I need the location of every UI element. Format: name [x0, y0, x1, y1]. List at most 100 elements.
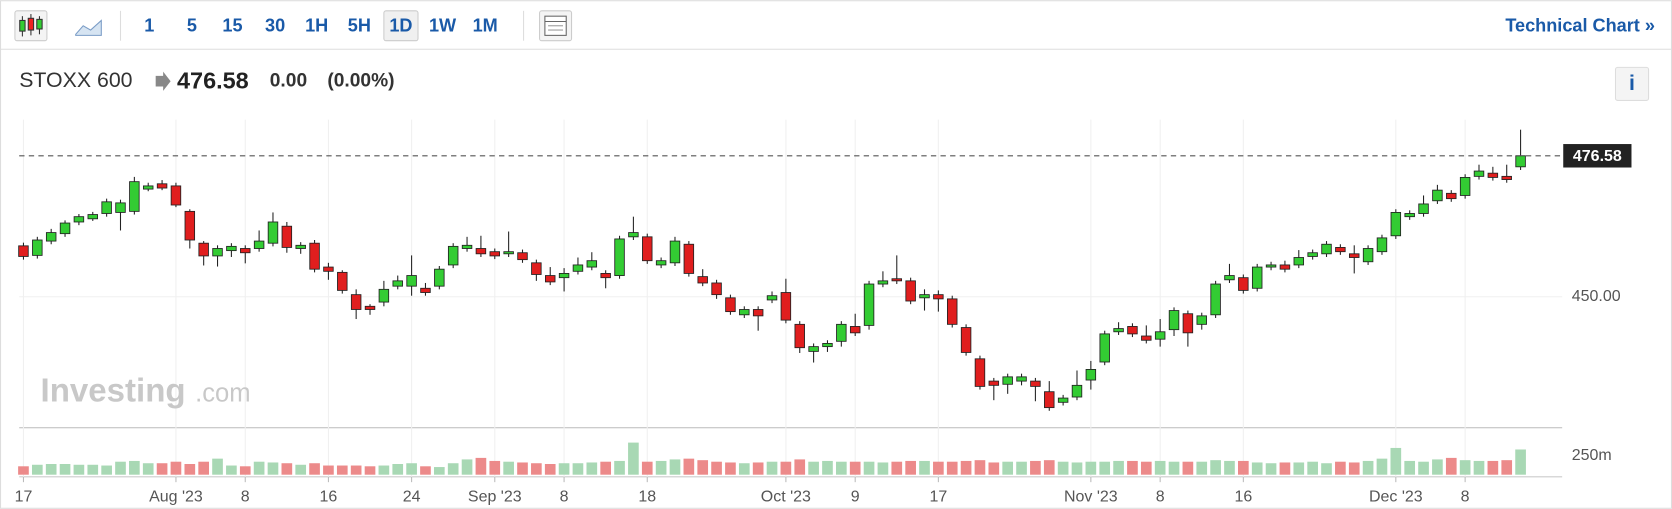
candle-body	[295, 244, 306, 249]
candle-body	[1390, 212, 1402, 237]
volume-bar	[364, 466, 376, 475]
candle-body	[544, 275, 556, 283]
candle-body	[988, 380, 1000, 386]
unchanged-arrow	[155, 71, 171, 91]
volume-bar	[752, 462, 764, 475]
candle-type-button[interactable]	[14, 10, 48, 42]
button-box	[1614, 66, 1650, 101]
table-button[interactable]	[539, 10, 573, 42]
candle-body	[364, 305, 376, 310]
volume-bar	[239, 466, 251, 475]
volume-bar	[336, 465, 348, 475]
candle-body	[891, 278, 903, 282]
candle-body	[669, 240, 681, 264]
candle-body	[1362, 248, 1374, 263]
volume-bar	[863, 461, 875, 475]
volume-bar	[1182, 461, 1194, 475]
volume-bar	[1085, 461, 1097, 475]
candle-body	[863, 283, 875, 326]
candle-body	[614, 238, 625, 276]
candle-body	[586, 260, 598, 268]
volume-bar	[919, 460, 930, 475]
technical-chart-link[interactable]: Technical Chart »	[1505, 16, 1655, 36]
volume-bar	[1196, 461, 1208, 475]
x-tick-label: 8	[241, 488, 250, 505]
interval-button[interactable]: 30	[265, 16, 285, 36]
volume-bar	[572, 463, 584, 475]
volume-bar	[1043, 460, 1055, 475]
interval-button[interactable]: 15	[222, 16, 242, 36]
candle-body	[184, 210, 196, 241]
interval-button[interactable]: 1	[144, 16, 154, 36]
volume-bar	[489, 460, 501, 475]
volume-bar	[503, 461, 514, 475]
candle-body	[378, 288, 390, 303]
volume-bar	[129, 460, 140, 475]
interval-button[interactable]: 5	[187, 16, 197, 36]
candle-body	[1057, 397, 1069, 403]
volume-bar	[933, 461, 944, 475]
interval-button[interactable]: 1D	[389, 16, 412, 36]
volume-bar	[1154, 460, 1166, 475]
candle-body	[572, 264, 584, 272]
volume-bar	[960, 460, 972, 475]
candle-body	[808, 346, 819, 352]
icon	[75, 19, 102, 36]
volume-bar	[1279, 462, 1291, 475]
candle-body	[1085, 369, 1097, 381]
candle-body	[642, 236, 653, 262]
active-interval-box	[383, 10, 419, 42]
volume-bar	[1418, 461, 1429, 475]
last-price-label: 476.58	[1573, 148, 1622, 165]
volume-bar	[1321, 463, 1332, 475]
volume-bar	[558, 463, 570, 475]
interval-button[interactable]: 1W	[429, 16, 457, 36]
volume-bar	[1224, 460, 1235, 475]
candle-body	[115, 202, 126, 213]
icon	[27, 17, 35, 31]
volume-bar	[1376, 458, 1388, 475]
candle-body	[628, 232, 639, 238]
interval-button[interactable]: 1H	[305, 16, 328, 36]
volume-bar	[1265, 463, 1277, 475]
volume-bar	[198, 461, 209, 475]
volume-bar	[1057, 461, 1069, 475]
volume-bar	[170, 461, 182, 475]
x-tick-label: 16	[1234, 488, 1252, 505]
candle-body	[947, 298, 958, 325]
candle-body	[752, 309, 764, 317]
volume-bar	[461, 459, 473, 475]
candle-body	[309, 242, 320, 270]
price-change-percent: (0.00%)	[327, 70, 394, 91]
volume-bar	[226, 465, 237, 475]
candle-body	[1418, 203, 1429, 214]
volume-bar	[822, 460, 833, 475]
candle-body	[101, 201, 112, 214]
candle-body	[794, 323, 805, 349]
candle-body	[1113, 328, 1124, 333]
volume-bar	[350, 465, 362, 475]
info-button[interactable]: i	[1614, 66, 1650, 101]
candle-body	[1016, 376, 1027, 382]
area-type-button[interactable]	[75, 19, 102, 36]
candle-body	[517, 252, 528, 261]
candle-body	[1168, 310, 1180, 331]
interval-group: 1 5 15 30 1H 5H 1D 1W 1M	[144, 10, 498, 42]
volume-bar	[1515, 449, 1526, 475]
x-tick-label: Oct '23	[761, 488, 811, 505]
candle-body	[1099, 333, 1110, 363]
candle-body	[600, 272, 611, 279]
candle-body	[1196, 315, 1207, 325]
candle-body	[974, 358, 986, 387]
candle-body	[226, 245, 237, 252]
candle-body	[1238, 277, 1249, 291]
interval-button[interactable]: 5H	[348, 16, 371, 36]
volume-bar	[1140, 461, 1152, 475]
candle-body	[447, 245, 459, 266]
x-tick-label: Dec '23	[1369, 488, 1423, 505]
symbol: STOXX 600	[19, 68, 132, 92]
candle-body	[1182, 313, 1194, 334]
interval-button[interactable]: 1M	[473, 16, 498, 36]
candle-body	[392, 280, 403, 287]
